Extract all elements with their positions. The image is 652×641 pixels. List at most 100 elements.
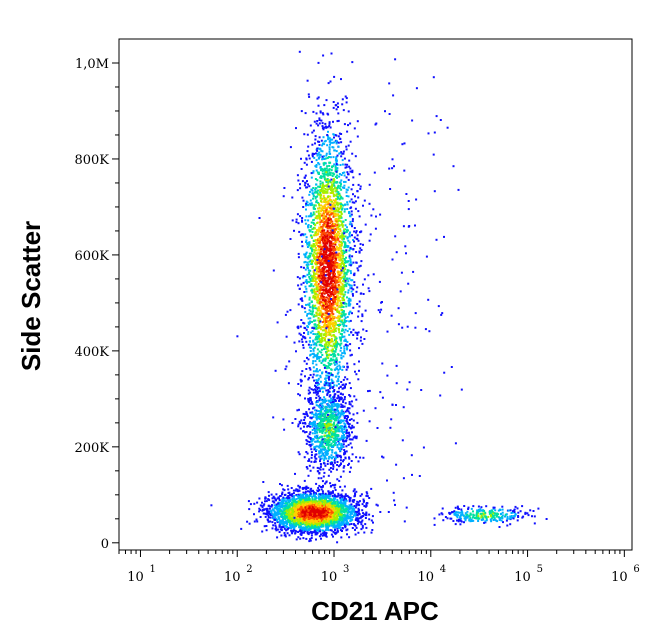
event-dot xyxy=(349,303,352,306)
event-dot xyxy=(332,405,335,408)
event-dot xyxy=(349,220,352,223)
event-dot xyxy=(315,276,318,279)
event-dot xyxy=(333,133,336,136)
event-dot xyxy=(311,497,314,500)
event-dot xyxy=(316,261,319,264)
event-dot xyxy=(312,339,315,342)
event-dot xyxy=(345,145,348,148)
event-dot xyxy=(348,401,351,403)
event-dot xyxy=(274,516,277,519)
event-dot xyxy=(357,269,360,272)
event-dot xyxy=(308,443,311,446)
event-dot xyxy=(339,324,341,327)
event-dot xyxy=(323,454,326,457)
event-dot xyxy=(321,337,323,340)
event-dot xyxy=(343,398,346,401)
event-dot xyxy=(318,279,321,282)
event-dot xyxy=(338,187,341,190)
event-dot xyxy=(329,216,331,219)
event-dot xyxy=(338,208,341,210)
event-dot xyxy=(299,378,302,381)
event-dot xyxy=(312,206,315,209)
event-dot xyxy=(342,312,345,315)
event-dot xyxy=(335,159,338,162)
event-dot xyxy=(323,246,326,249)
event-dot xyxy=(304,181,307,184)
event-dot xyxy=(360,260,363,263)
event-dot xyxy=(347,239,350,242)
event-dot xyxy=(307,145,310,148)
event-dot xyxy=(315,409,318,412)
event-dot xyxy=(329,273,331,276)
event-dot xyxy=(346,270,349,273)
event-dot xyxy=(327,429,330,432)
event-dot xyxy=(323,324,326,327)
event-dot xyxy=(319,407,322,410)
event-dot xyxy=(316,327,319,330)
event-dot xyxy=(324,191,327,194)
event-dot xyxy=(310,172,313,175)
event-dot xyxy=(303,419,306,421)
event-dot xyxy=(327,290,330,292)
event-dot xyxy=(333,268,336,271)
event-dot xyxy=(348,277,351,280)
event-dot xyxy=(318,251,321,254)
event-dot xyxy=(333,389,336,391)
event-dot xyxy=(347,435,350,438)
event-dot xyxy=(342,412,345,414)
event-dot xyxy=(343,428,346,431)
event-dot xyxy=(301,340,304,343)
event-dot xyxy=(333,413,336,416)
event-dot xyxy=(313,120,316,123)
event-dot xyxy=(309,445,312,448)
event-dot xyxy=(319,245,321,248)
event-dot xyxy=(312,296,315,299)
event-dot xyxy=(327,238,330,241)
event-dot xyxy=(343,350,346,352)
event-dot xyxy=(343,187,346,189)
event-dot xyxy=(316,356,319,359)
event-dot xyxy=(325,181,328,183)
event-dot xyxy=(352,436,355,439)
event-dot xyxy=(326,381,329,384)
event-dot xyxy=(365,491,368,494)
event-dot xyxy=(328,305,331,308)
event-dot xyxy=(271,504,273,507)
event-dot xyxy=(327,333,330,336)
event-dot xyxy=(328,278,331,281)
event-dot xyxy=(314,207,316,210)
event-dot xyxy=(307,226,310,229)
event-dot xyxy=(329,411,332,414)
event-dot xyxy=(333,493,336,496)
event-dot xyxy=(342,150,345,153)
event-dot xyxy=(334,411,337,414)
event-dot xyxy=(319,455,321,458)
event-dot xyxy=(339,420,341,423)
event-dot xyxy=(324,238,327,241)
event-dot xyxy=(308,458,311,461)
event-dot xyxy=(330,372,332,375)
event-dot xyxy=(328,148,331,151)
event-dot xyxy=(327,222,330,225)
event-dot xyxy=(315,148,318,151)
event-dot xyxy=(332,434,335,437)
event-dot xyxy=(325,382,328,385)
event-dot xyxy=(337,390,340,393)
event-dot xyxy=(339,205,342,207)
event-dot xyxy=(325,308,328,311)
event-dot xyxy=(334,282,337,285)
event-dot xyxy=(353,240,355,243)
event-dot xyxy=(323,462,326,465)
event-dot xyxy=(325,219,328,222)
event-dot xyxy=(312,245,315,248)
event-dot xyxy=(352,248,355,251)
event-dot xyxy=(305,239,308,242)
event-dot xyxy=(333,236,336,239)
event-dot xyxy=(348,212,350,214)
event-dot xyxy=(345,429,348,432)
event-dot xyxy=(321,112,324,115)
event-dot xyxy=(335,308,337,311)
event-dot xyxy=(312,211,315,214)
event-dot xyxy=(336,294,338,297)
event-dot xyxy=(330,442,333,445)
